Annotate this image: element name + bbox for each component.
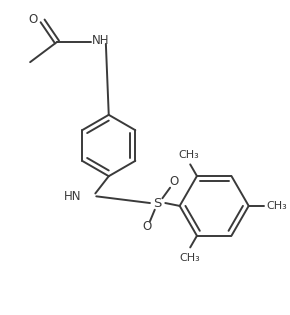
Text: NH: NH [91, 34, 109, 47]
Text: O: O [28, 14, 38, 26]
Text: CH₃: CH₃ [180, 253, 201, 263]
Text: CH₃: CH₃ [266, 201, 287, 211]
Text: S: S [153, 197, 162, 209]
Text: O: O [142, 220, 152, 233]
Text: CH₃: CH₃ [178, 150, 199, 160]
Text: HN: HN [64, 190, 81, 203]
Text: O: O [169, 175, 179, 188]
